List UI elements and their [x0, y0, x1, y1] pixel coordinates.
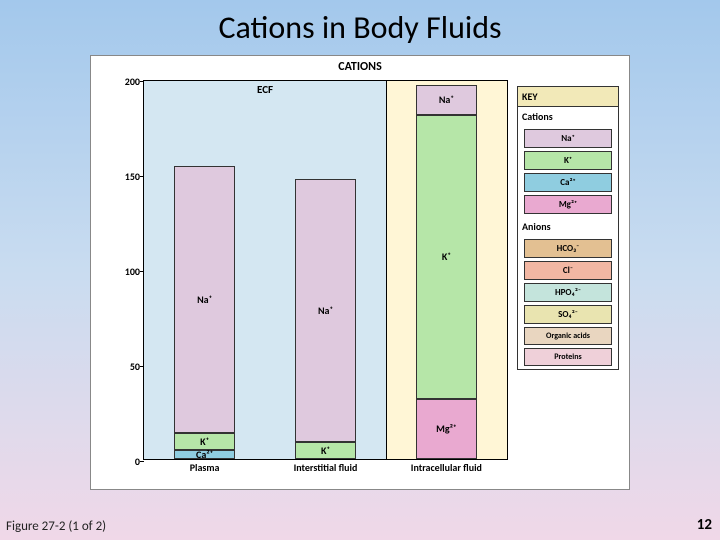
y-tick-mark [140, 271, 144, 272]
bar-column: Mg²⁺ K⁺ Na⁺ [416, 81, 478, 459]
y-tick-label: 0 [114, 455, 140, 468]
legend-item: Cl⁻ [524, 261, 612, 280]
segment-label: Na⁺ [439, 93, 454, 106]
figure-panel: CATIONS Milliequivalents per liter (mEq/… [90, 55, 630, 490]
bar-segment: Na⁺ [174, 166, 236, 432]
segment-label: Na⁺ [318, 304, 333, 317]
bar-segment: K⁺ [174, 433, 236, 450]
bar-column: Ca²⁺K⁺ Na⁺ [174, 81, 236, 459]
y-tick-mark [140, 176, 144, 177]
bar-segment: K⁺ [416, 115, 478, 399]
segment-label: K⁺ [200, 435, 209, 448]
page-title: Cations in Body Fluids [0, 0, 720, 47]
legend-item: Proteins [524, 348, 612, 366]
legend-item: HPO₄²⁻ [524, 283, 612, 302]
bar-column: K⁺ Na⁺ [295, 81, 357, 459]
legend-item: Mg²⁺ [524, 195, 612, 214]
y-tick-label: 50 [114, 360, 140, 373]
plot-area: ECFICF050100150200Ca²⁺K⁺Na⁺PlasmaK⁺Na⁺In… [143, 80, 508, 460]
figure-caption: Figure 27-2 (1 of 2) [6, 519, 106, 534]
legend-title: KEY [518, 87, 618, 107]
y-tick-mark [140, 461, 144, 462]
bar-segment: Na⁺ [416, 85, 478, 115]
legend-group-label: Cations [518, 107, 618, 126]
legend-item: HCO₃⁻ [524, 239, 612, 258]
x-axis-label: Interstitial fluid [276, 461, 374, 474]
segment-label: K⁺ [321, 444, 330, 457]
legend-item: Na⁺ [524, 129, 612, 148]
bar-segment: K⁺ [295, 442, 357, 459]
segment-label: Mg²⁺ [436, 422, 456, 435]
segment-label: K⁺ [442, 250, 451, 263]
region-divider [386, 81, 387, 459]
legend-item: K⁺ [524, 151, 612, 170]
y-tick-label: 150 [114, 170, 140, 183]
x-axis-label: Plasma [156, 461, 254, 474]
bar-segment: Ca²⁺ [174, 450, 236, 459]
legend-item: SO₄²⁻ [524, 305, 612, 324]
y-tick-label: 200 [114, 75, 140, 88]
segment-label: Na⁺ [197, 293, 212, 306]
bar-segment: Na⁺ [295, 179, 357, 442]
segment-label: Ca²⁺ [196, 448, 213, 461]
legend-group-label: Anions [518, 217, 618, 236]
chart-title: CATIONS [91, 60, 629, 74]
y-tick-mark [140, 366, 144, 367]
legend-panel: KEYCations Na⁺ K⁺ Ca²⁺ Mg²⁺ Anions HCO₃⁻ Cl⁻ HPO… [517, 86, 619, 370]
bar-segment: Mg²⁺ [416, 399, 478, 459]
y-tick-label: 100 [114, 265, 140, 278]
y-tick-mark [140, 81, 144, 82]
page-number: 12 [697, 516, 712, 534]
legend-item: Organic acids [524, 327, 612, 345]
x-axis-label: Intracellular fluid [397, 461, 495, 474]
legend-item: Ca²⁺ [524, 173, 612, 192]
